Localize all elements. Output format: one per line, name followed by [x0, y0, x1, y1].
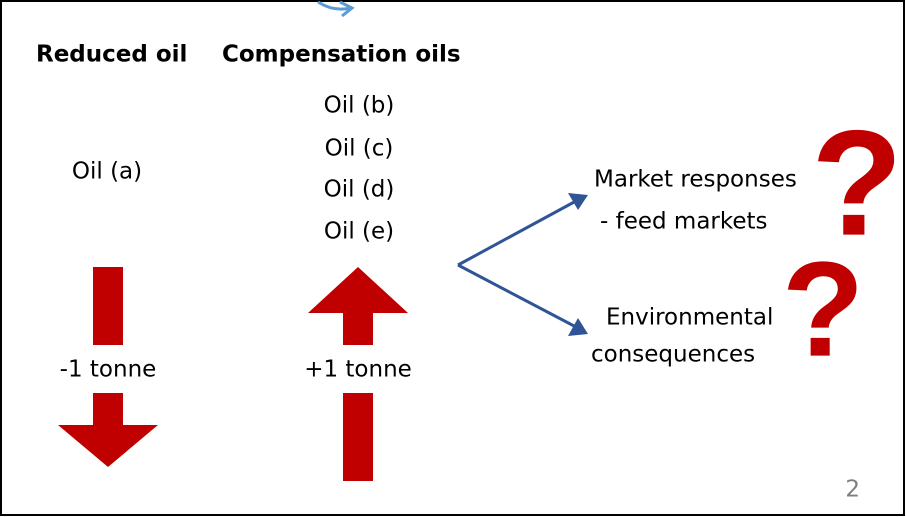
oil-label: Oil (d)	[324, 177, 395, 203]
down-arrow-shaft	[93, 393, 123, 425]
change-label: -1 tonne	[60, 357, 157, 383]
branch-arrow	[457, 263, 577, 329]
change-label: +1 tonne	[304, 357, 412, 383]
outcome-label: consequences	[591, 342, 755, 368]
outcome-label: Environmental	[606, 305, 773, 331]
oil-label: Oil (e)	[324, 219, 394, 245]
outcome-label: - feed markets	[600, 209, 768, 235]
up-arrow-shaft	[343, 393, 373, 481]
page-number: 2	[845, 477, 860, 503]
question-mark: ?	[782, 234, 864, 385]
question-mark: ?	[811, 99, 903, 267]
outcome-label: Market responses	[594, 167, 797, 193]
branch-arrow	[457, 199, 577, 267]
top-arrow	[317, 0, 351, 11]
branch-arrow-head	[568, 318, 588, 336]
top-arrow-head	[339, 0, 355, 18]
oil-label: Oil (a)	[72, 159, 142, 185]
oil-label: Oil (b)	[324, 93, 395, 119]
heading: Reduced oil	[36, 42, 187, 68]
down-arrow-shaft	[93, 267, 123, 345]
oil-label: Oil (c)	[325, 136, 394, 162]
branch-arrow-head	[568, 193, 588, 210]
heading: Compensation oils	[222, 42, 461, 68]
up-arrow-head	[308, 267, 408, 313]
down-arrow-head	[58, 425, 158, 467]
up-arrow-shaft	[343, 313, 373, 345]
